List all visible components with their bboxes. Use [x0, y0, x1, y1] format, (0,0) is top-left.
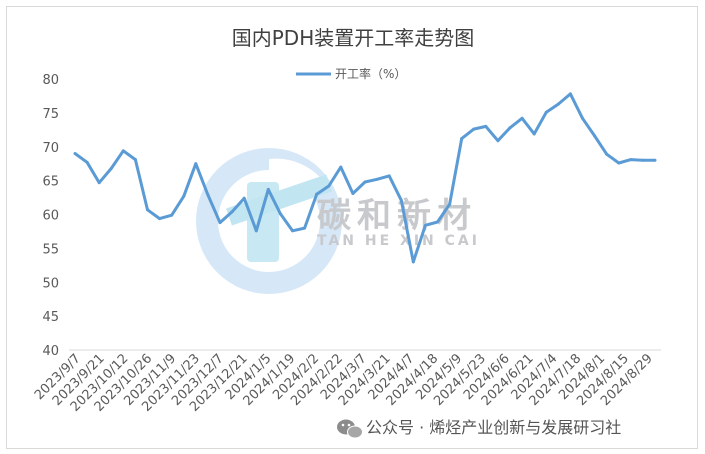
data-point [254, 229, 258, 233]
data-point [460, 137, 464, 141]
data-point [363, 180, 367, 184]
watermark-en: TAN HE XIN CAI [317, 233, 480, 249]
data-point [73, 152, 77, 156]
credit-text: 公众号 · 烯烃产业创新与发展研习社 [366, 418, 621, 437]
data-point [484, 124, 488, 128]
data-point [194, 162, 198, 166]
data-point [568, 92, 572, 96]
data-point [339, 165, 343, 169]
y-tick-label: 40 [42, 344, 59, 359]
data-point [85, 160, 89, 164]
data-point [581, 116, 584, 120]
y-tick-label: 80 [42, 73, 59, 88]
data-point [291, 229, 294, 233]
data-point [242, 196, 246, 200]
y-tick-label: 70 [42, 141, 59, 156]
y-tick-label: 55 [42, 242, 59, 257]
data-point [653, 158, 657, 162]
y-tick-label: 75 [42, 107, 59, 122]
data-point [121, 149, 125, 153]
legend-label: 开工率（%） [335, 66, 406, 81]
data-point [158, 217, 162, 221]
data-point [218, 221, 222, 225]
data-point [617, 161, 621, 165]
wechat-icon [337, 419, 363, 439]
data-point [496, 139, 500, 143]
data-point [472, 127, 476, 131]
chart-frame: 碳和新材 TAN HE XIN CAI 国内PDH装置开工率走势图 开工率（%）… [6, 6, 698, 449]
data-point [399, 198, 403, 202]
data-point [520, 116, 524, 120]
data-point [146, 208, 149, 212]
data-point [182, 194, 186, 198]
data-point [411, 260, 415, 264]
data-point [230, 210, 234, 214]
data-point [436, 220, 439, 224]
data-point [629, 158, 633, 162]
data-point [448, 202, 452, 206]
y-axis: 40 45 50 55 60 65 70 75 80 [42, 73, 59, 359]
y-tick-label: 60 [42, 209, 59, 224]
line-chart: 碳和新材 TAN HE XIN CAI 国内PDH装置开工率走势图 开工率（%）… [32, 26, 661, 439]
data-point [556, 102, 560, 106]
data-point [327, 184, 331, 188]
watermark-cn: 碳和新材 [317, 196, 477, 236]
x-axis: 2023/9/72023/9/212023/10/122023/10/26202… [32, 351, 656, 415]
data-point [532, 132, 536, 136]
watermark-logo-icon [196, 148, 342, 294]
data-point [206, 193, 210, 197]
y-tick-label: 45 [42, 310, 59, 325]
legend: 开工率（%） [296, 66, 406, 81]
data-point [375, 177, 379, 181]
data-point [266, 187, 270, 191]
data-point [351, 191, 355, 195]
data-point [303, 226, 307, 230]
data-point [170, 213, 174, 217]
data-point [508, 126, 512, 130]
data-point [109, 166, 113, 170]
data-point [133, 158, 137, 162]
data-point [97, 181, 101, 185]
series-layer [73, 92, 657, 264]
data-point [593, 134, 597, 138]
y-tick-label: 50 [42, 276, 59, 291]
data-point [387, 174, 391, 178]
y-tick-label: 65 [42, 175, 59, 190]
data-point [641, 158, 645, 162]
data-point [315, 192, 319, 196]
credit: 公众号 · 烯烃产业创新与发展研习社 [337, 418, 621, 439]
data-point [278, 212, 282, 216]
chart-title: 国内PDH装置开工率走势图 [232, 26, 475, 50]
data-point [544, 110, 548, 114]
data-point [605, 152, 609, 156]
data-point [423, 223, 427, 227]
